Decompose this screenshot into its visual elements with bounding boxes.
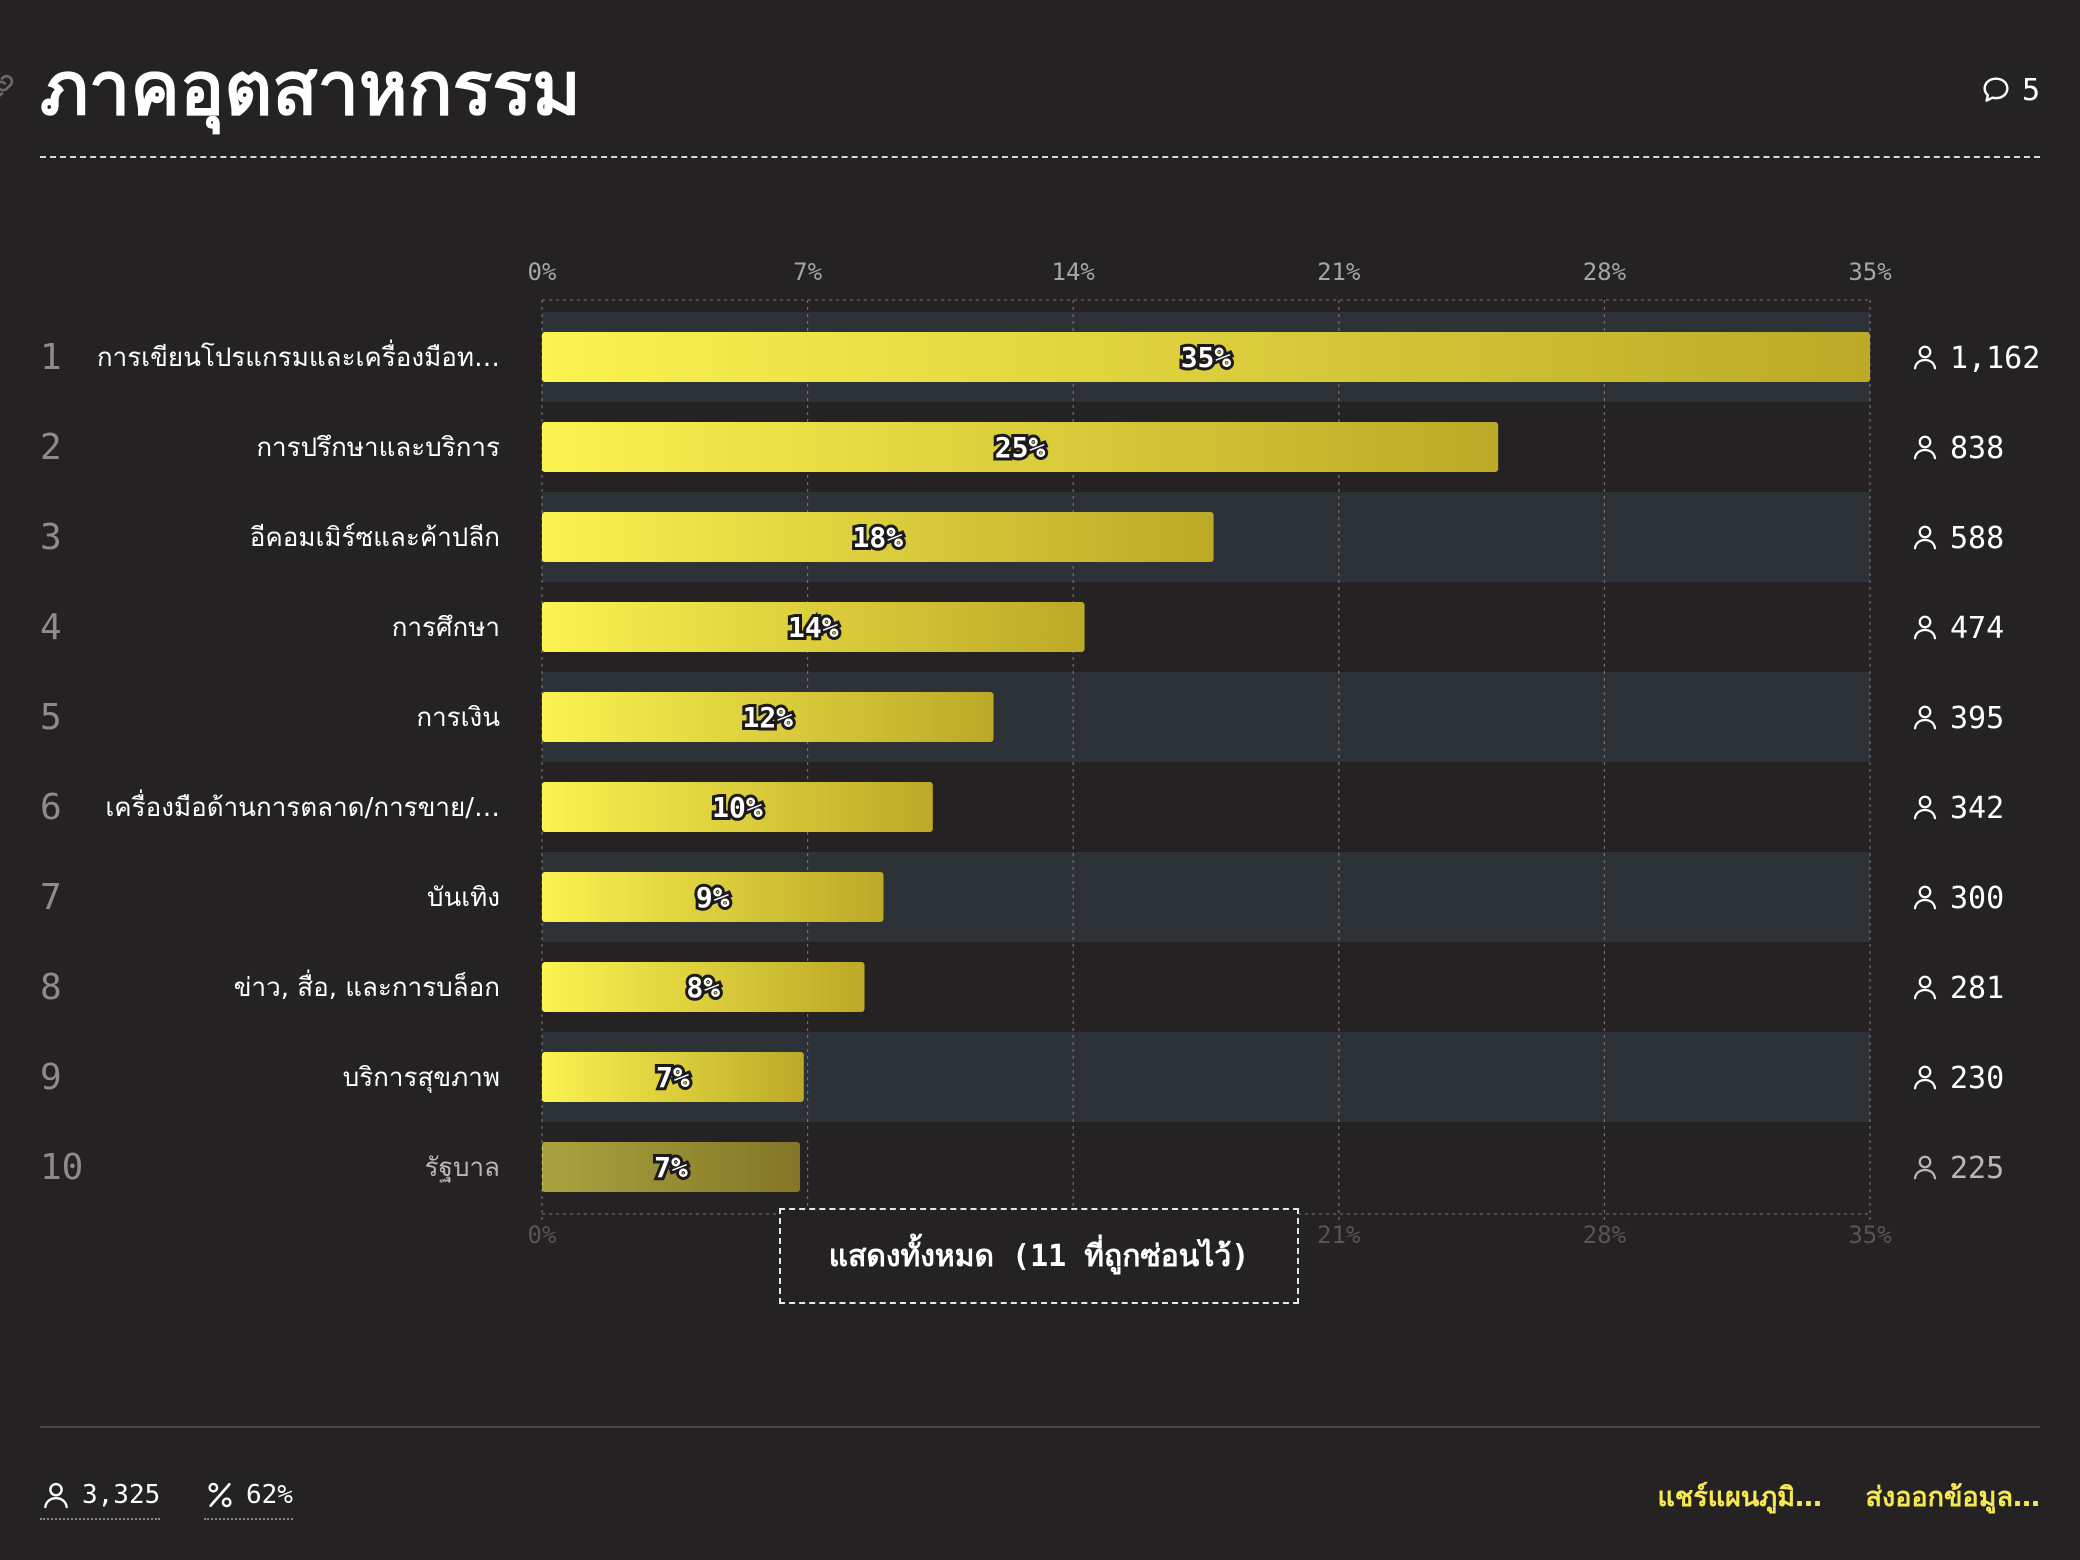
x-tick-label-bottom: 0%	[528, 1221, 557, 1249]
rank-label: 4	[40, 607, 62, 648]
rank-label: 5	[40, 697, 62, 738]
category-label: รัฐบาล	[425, 1153, 500, 1183]
person-icon	[1913, 345, 1937, 370]
bar-chart: 0%0%7%7%14%14%21%21%28%28%35%35%1การเขีย…	[40, 258, 2040, 1249]
person-icon	[1913, 705, 1937, 730]
x-tick-label-top: 7%	[793, 258, 822, 286]
respondent-count: 230	[1950, 1061, 2004, 1096]
respondent-count: 1,162	[1950, 341, 2040, 376]
person-icon	[44, 1482, 68, 1509]
comment-count: 5	[2021, 72, 2040, 108]
bar	[542, 872, 884, 922]
category-label: เครื่องมือด้านการตลาด/การขาย/…	[105, 789, 500, 823]
comment-icon	[1983, 77, 2009, 102]
person-icon	[1913, 795, 1937, 820]
x-tick-label-bottom: 35%	[1848, 1221, 1892, 1249]
respondent-count: 395	[1950, 701, 2004, 736]
respondents-stat[interactable]: 3,325	[40, 1472, 161, 1520]
category-label: ข่าว, สื่อ, และการบล็อก	[234, 969, 500, 1003]
bar-value-label: 9%	[696, 881, 730, 914]
x-tick-label-top: 28%	[1583, 258, 1627, 286]
x-tick-label-bottom: 28%	[1583, 1221, 1627, 1249]
person-icon	[1913, 615, 1937, 640]
rank-label: 7	[40, 877, 62, 918]
rank-label: 10	[40, 1147, 83, 1188]
rank-label: 3	[40, 517, 62, 558]
respondent-count: 225	[1950, 1151, 2004, 1186]
bar-value-label: 18%	[853, 521, 904, 554]
export-data-link[interactable]: ส่งออกข้อมูล…	[1865, 1481, 2040, 1513]
person-icon	[1913, 525, 1937, 550]
share-chart-link[interactable]: แชร์แผนภูมิ…	[1657, 1481, 1822, 1513]
rank-label: 1	[40, 337, 62, 378]
bar-value-label: 25%	[995, 431, 1046, 464]
category-label: การปรึกษาและบริการ	[256, 433, 500, 463]
bar-value-label: 14%	[788, 611, 839, 644]
category-label: การเงิน	[416, 703, 500, 733]
bar	[542, 782, 933, 832]
bar	[542, 1142, 801, 1192]
bar-value-label: 7%	[654, 1151, 688, 1184]
x-tick-label-bottom: 21%	[1317, 1221, 1361, 1249]
x-tick-label-top: 21%	[1317, 258, 1361, 286]
bar	[542, 602, 1085, 652]
bar-value-label: 8%	[686, 971, 720, 1004]
x-tick-label-top: 0%	[528, 258, 557, 286]
respondent-count: 588	[1950, 521, 2004, 556]
respondents-value: 3,325	[82, 1480, 161, 1510]
rank-label: 9	[40, 1057, 62, 1098]
percent-icon	[208, 1482, 232, 1508]
bar	[542, 512, 1214, 562]
x-tick-label-top: 35%	[1848, 258, 1892, 286]
bar-value-label: 35%	[1181, 341, 1232, 374]
respondent-count: 281	[1950, 971, 2004, 1006]
bar	[542, 962, 865, 1012]
person-icon	[1913, 975, 1937, 1000]
person-icon	[1913, 885, 1937, 910]
show-all-button[interactable]: แสดงทั้งหมด (11 ที่ถูกซ่อนไว้)	[779, 1208, 1299, 1304]
comments-button[interactable]: 5	[1980, 70, 2040, 110]
person-icon	[1913, 1065, 1937, 1090]
percent-value: 62%	[246, 1480, 293, 1510]
rank-label: 6	[40, 787, 62, 828]
link-icon[interactable]	[0, 70, 18, 102]
rank-label: 2	[40, 427, 62, 468]
bar-value-label: 10%	[712, 791, 763, 824]
bar	[542, 692, 994, 742]
x-tick-label-top: 14%	[1052, 258, 1096, 286]
percent-stat[interactable]: 62%	[204, 1472, 293, 1520]
category-label: บริการสุขภาพ	[343, 1063, 500, 1093]
respondent-count: 342	[1950, 791, 2004, 826]
bar	[542, 332, 1870, 382]
respondent-count: 300	[1950, 881, 2004, 916]
category-label: การเขียนโปรแกรมและเครื่องมือท…	[97, 339, 500, 373]
header-divider	[40, 156, 2040, 158]
respondent-count: 838	[1950, 431, 2004, 466]
respondent-count: 474	[1950, 611, 2004, 646]
footer-divider	[40, 1426, 2040, 1428]
rank-label: 8	[40, 967, 62, 1008]
bar	[542, 422, 1499, 472]
page-title: ภาคอุตสาหกรรม	[40, 46, 581, 132]
person-icon	[1913, 1155, 1937, 1180]
bar	[542, 1052, 804, 1102]
person-icon	[1913, 435, 1937, 460]
category-label: การศึกษา	[392, 613, 500, 643]
bar-value-label: 12%	[742, 701, 793, 734]
bar-value-label: 7%	[656, 1061, 690, 1094]
category-label: อีคอมเมิร์ซและค้าปลีก	[250, 523, 500, 553]
category-label: บันเทิง	[427, 883, 500, 913]
